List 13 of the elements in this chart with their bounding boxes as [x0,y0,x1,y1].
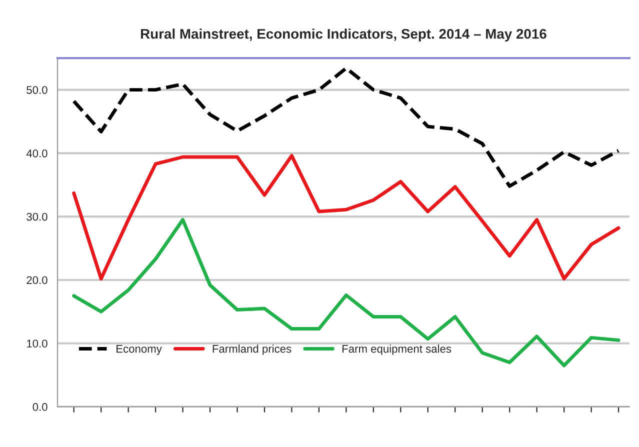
y-tick-label: 50.0 [26,86,48,94]
line-series [72,66,620,188]
y-tick-label: 30.0 [26,212,48,221]
legend-label: Farmland prices [212,344,292,355]
legend-label: Economy [116,344,162,355]
line-series [72,154,620,280]
line-series [72,218,620,368]
y-tick-label: 40.0 [26,149,48,158]
y-tick-label: 10.0 [27,340,48,348]
y-tick-label: 0.0 [32,403,48,411]
chart-title: Rural Mainstreet, Economic Indicators, Sept. 2014 – May 2016 [141,28,546,42]
legend-label: Farm equipment sales [342,344,452,355]
y-tick-label: 20.0 [26,276,48,284]
